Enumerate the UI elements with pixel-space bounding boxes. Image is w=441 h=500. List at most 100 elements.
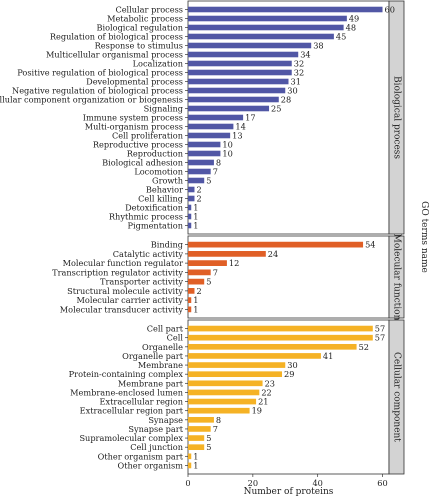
value-label: 5 bbox=[206, 433, 211, 443]
bar bbox=[188, 371, 283, 378]
x-axis: Number of proteins 0 20 40 60 bbox=[185, 474, 388, 497]
value-label: 38 bbox=[313, 41, 323, 51]
value-label: 7 bbox=[213, 167, 218, 177]
value-label: 48 bbox=[346, 23, 356, 33]
category-label: Developmental process bbox=[86, 77, 183, 87]
category-label: Molecular carrier activity bbox=[77, 295, 184, 305]
category-label: Multicellular organismal process bbox=[46, 50, 183, 60]
bar bbox=[188, 141, 221, 148]
value-label: 8 bbox=[216, 158, 221, 168]
bar bbox=[188, 33, 334, 40]
bar bbox=[188, 195, 195, 202]
category-label: Synapse part bbox=[128, 424, 183, 434]
x-tick-label: 0 bbox=[185, 478, 190, 488]
value-label: 30 bbox=[287, 360, 297, 370]
category-label: Other organism bbox=[118, 460, 184, 470]
value-label: 19 bbox=[252, 406, 262, 416]
bar bbox=[188, 278, 205, 285]
value-label: 32 bbox=[294, 68, 304, 78]
bar bbox=[188, 462, 192, 469]
category-label: Localization bbox=[133, 59, 184, 69]
value-label: 8 bbox=[216, 415, 221, 425]
value-label: 5 bbox=[206, 277, 211, 287]
bar bbox=[188, 114, 244, 121]
value-label: 29 bbox=[284, 369, 294, 379]
bar bbox=[188, 150, 221, 157]
bar bbox=[188, 132, 231, 139]
value-label: 1 bbox=[193, 295, 198, 305]
bar bbox=[188, 105, 270, 112]
category-label: Extracellular region bbox=[100, 397, 184, 407]
panel-biological-process: Biological process Cellular process 60 Meta… bbox=[0, 0, 405, 235]
bar bbox=[188, 380, 263, 387]
bar bbox=[188, 297, 192, 303]
panel-molecular-function: Molecular function Binding 54 Catalytic act… bbox=[52, 234, 405, 321]
value-label: 22 bbox=[261, 387, 271, 397]
panels-layer: Biological process Cellular process 60 Meta… bbox=[0, 0, 405, 475]
bar bbox=[188, 6, 383, 13]
bar bbox=[188, 426, 211, 432]
value-label: 49 bbox=[349, 14, 359, 24]
panel-frame bbox=[187, 235, 390, 319]
facet-label: Cellular component bbox=[392, 352, 402, 442]
category-label: Synapse bbox=[148, 415, 183, 425]
value-label: 34 bbox=[300, 50, 310, 60]
value-label: 54 bbox=[365, 240, 375, 250]
category-label: Response to stimulus bbox=[95, 41, 183, 51]
facet-strip bbox=[388, 235, 405, 319]
bar bbox=[188, 24, 344, 31]
category-label: Membrane bbox=[138, 360, 183, 370]
x-tick-label: 20 bbox=[248, 478, 258, 488]
value-label: 14 bbox=[235, 122, 245, 132]
category-label: Supramolecular complex bbox=[79, 433, 183, 443]
category-label: Metabolic process bbox=[107, 14, 183, 24]
category-label: Extracellular region part bbox=[80, 406, 184, 416]
value-label: 52 bbox=[359, 342, 369, 352]
category-label: Detoxification bbox=[125, 203, 184, 213]
value-label: 2 bbox=[196, 286, 201, 296]
bar bbox=[188, 15, 347, 22]
value-label: 7 bbox=[213, 267, 218, 277]
value-label: 57 bbox=[375, 333, 385, 343]
bar bbox=[188, 96, 279, 103]
bar bbox=[188, 435, 205, 441]
value-label: 17 bbox=[245, 113, 255, 123]
y-axis-title: GO terms name bbox=[419, 201, 429, 273]
value-label: 1 bbox=[193, 212, 198, 222]
category-label: Regulation of biological process bbox=[50, 32, 183, 42]
category-label: Structural molecule activity bbox=[67, 286, 183, 296]
facet-label: Molecular function bbox=[392, 234, 402, 321]
category-label: Protein-containing complex bbox=[69, 369, 184, 379]
bar bbox=[188, 353, 321, 359]
value-label: 13 bbox=[232, 131, 242, 141]
x-tick-label: 40 bbox=[312, 478, 322, 488]
value-label: 10 bbox=[222, 140, 232, 150]
value-label: 41 bbox=[323, 351, 333, 361]
bar bbox=[188, 123, 234, 130]
bar bbox=[188, 398, 257, 405]
value-label: 1 bbox=[193, 451, 198, 461]
category-label: Behavior bbox=[146, 185, 183, 195]
bar bbox=[188, 269, 211, 276]
bar bbox=[188, 407, 250, 414]
category-label: Multi-organism process bbox=[85, 122, 183, 132]
facet-strip bbox=[388, 0, 405, 235]
bar bbox=[188, 260, 227, 266]
value-label: 30 bbox=[287, 86, 297, 96]
category-label: Cell junction bbox=[130, 442, 183, 452]
category-label: Binding bbox=[151, 240, 183, 250]
category-label: Reproductive process bbox=[93, 140, 183, 150]
category-label: Membrane-enclosed lumen bbox=[70, 387, 184, 397]
value-label: 1 bbox=[193, 304, 198, 314]
category-label: Catalytic activity bbox=[113, 249, 184, 259]
value-label: 21 bbox=[258, 397, 268, 407]
panel-cellular-component: Cellular component Cell part 57 Cell 57 Organ… bbox=[69, 319, 405, 475]
value-label: 1 bbox=[193, 460, 198, 470]
category-label: Cell killing bbox=[138, 194, 183, 204]
value-label: 10 bbox=[222, 149, 232, 159]
value-label: 57 bbox=[375, 324, 385, 334]
value-label: 28 bbox=[281, 95, 291, 105]
value-label: 1 bbox=[193, 203, 198, 213]
bar bbox=[188, 453, 192, 460]
